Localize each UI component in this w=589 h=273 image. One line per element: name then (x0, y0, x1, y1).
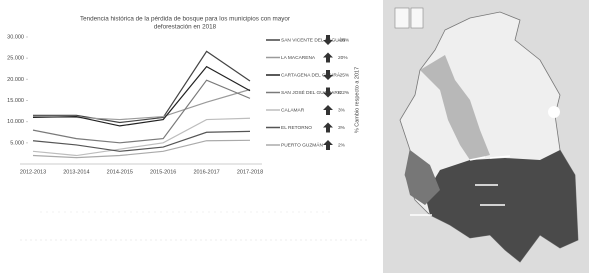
x-tick-label: 2015-2016 (150, 169, 176, 175)
map (383, 0, 589, 273)
change-label: 3% (338, 107, 346, 113)
change-label: -25% (338, 72, 350, 78)
legend-label: SAN VICENTE DEL CAGUÁN (281, 36, 346, 43)
legend-label: LA MACARENA (281, 55, 316, 61)
change-axis-label: % Cambio respecto a 2017 (354, 67, 360, 133)
change-label: 2% (338, 142, 346, 148)
y-tick-label: 5.000 (10, 140, 24, 146)
change-label: -26% (338, 37, 350, 43)
legend-label: CALAMAR (281, 107, 305, 113)
legend-label: EL RETORNO (281, 125, 312, 131)
chart-title: Tendencia histórica de la pérdida de bos… (80, 16, 290, 23)
y-tick-label: 20.000 (7, 77, 24, 83)
icon (395, 8, 409, 28)
chart-title: deforestación en 2018 (154, 24, 217, 31)
y-tick-label: 15.000 (7, 98, 24, 104)
icon (411, 8, 423, 28)
y-tick-label: 30.000 (7, 34, 24, 40)
marker (548, 106, 560, 118)
slide: Tendencia histórica de la pérdida de bos… (0, 0, 589, 273)
legend-label: CARTAGENA DEL CHAIRÁ (281, 71, 341, 78)
legend-label: PUERTO GUZMÁN (281, 141, 323, 148)
x-tick-label: 2016-2017 (193, 169, 219, 175)
x-tick-label: 2013-2014 (63, 169, 89, 175)
legend-label: SAN JOSÉ DEL GUAVIARE (281, 89, 341, 96)
x-tick-label: 2014-2015 (107, 169, 133, 175)
y-tick-label: 10.000 (7, 119, 24, 125)
y-tick-label: 25.000 (7, 56, 24, 62)
change-label: 3% (338, 125, 346, 131)
change-label: 20% (338, 55, 348, 61)
x-tick-label: 2012-2013 (20, 169, 46, 175)
x-tick-label: 2017-2018 (237, 169, 263, 175)
change-label: -22% (338, 90, 350, 96)
